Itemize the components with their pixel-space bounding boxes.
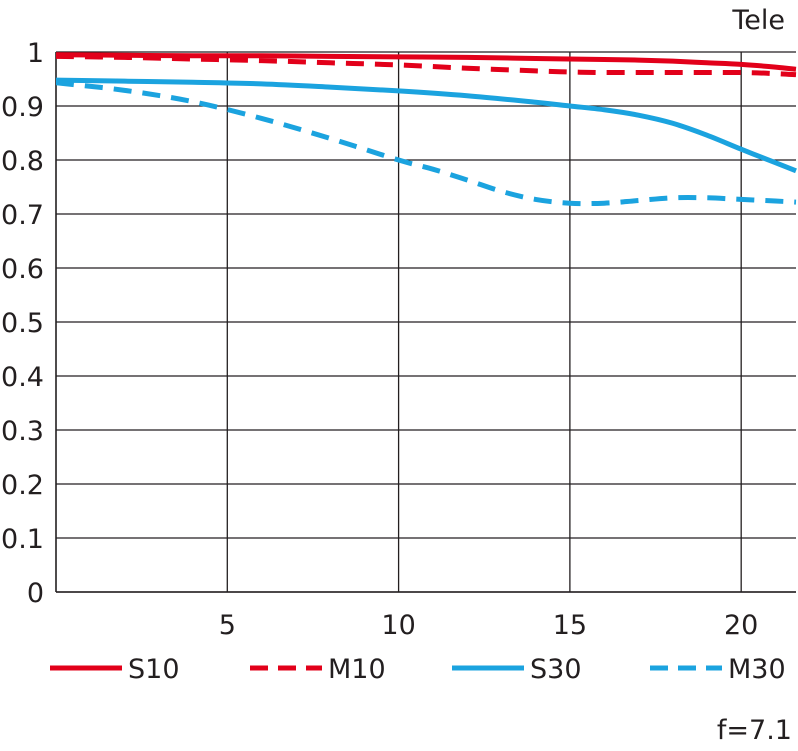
y-tick-label: 0.6 (1, 254, 44, 285)
panel-label: Tele (731, 5, 785, 36)
x-tick-label: 10 (381, 610, 415, 641)
y-tick-label: 0 (27, 578, 44, 609)
y-tick-label: 1 (27, 38, 44, 69)
legend-label-m30: M30 (728, 654, 786, 685)
x-tick-label: 5 (219, 610, 236, 641)
y-tick-label: 0.3 (1, 416, 44, 447)
series-line-s10 (56, 52, 797, 72)
series-line-m30 (56, 80, 797, 207)
y-tick-label: 0.1 (1, 524, 44, 555)
legend-label-s10: S10 (128, 654, 180, 685)
y-tick-label: 0.8 (1, 146, 44, 177)
legend-label-m10: M10 (328, 654, 386, 685)
axis-labels: 00.10.20.30.40.50.60.70.80.915 10 15 20 (1, 38, 758, 641)
x-tick-label: 20 (724, 610, 758, 641)
footnote-label: f=7.1 (717, 715, 792, 746)
series-layer (56, 52, 797, 207)
y-tick-label: 0.7 (1, 200, 44, 231)
y-tick-label: 0.9 (1, 92, 44, 123)
x-tick-label: 15 (553, 610, 587, 641)
y-tick-label: 0.2 (1, 470, 44, 501)
series-line-m10 (56, 53, 797, 78)
grid-layer (55, 51, 796, 593)
legend-label-s30: S30 (530, 654, 582, 685)
y-tick-label: 0.4 (1, 362, 44, 393)
y-tick-label: 0.5 (1, 308, 44, 339)
series-line-s30 (56, 77, 797, 174)
legend: S10 M10 S30 M30 (50, 654, 786, 685)
